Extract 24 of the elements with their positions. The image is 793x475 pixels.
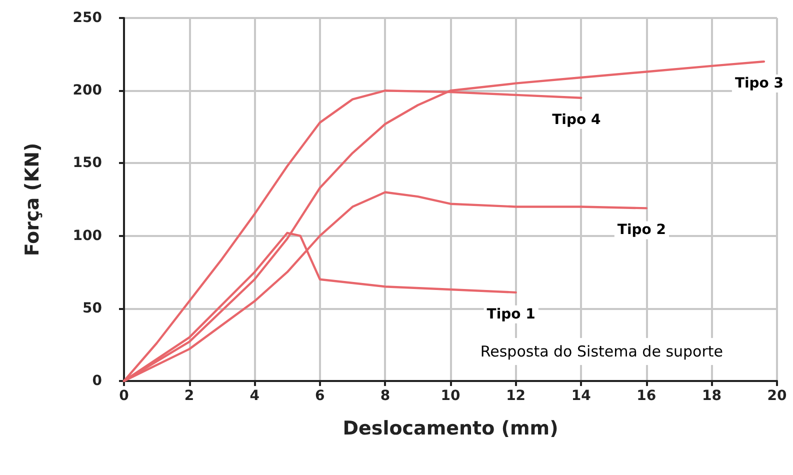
x-axis-title: Deslocamento (mm) [342, 418, 558, 440]
x-tick-label: 8 [380, 388, 390, 404]
x-tick-label: 4 [250, 388, 260, 404]
series-label: Tipo 1 [486, 306, 536, 322]
x-tick-label: 6 [315, 388, 325, 404]
y-tick-label: 50 [82, 300, 102, 316]
x-tick-label: 2 [184, 388, 194, 404]
series-label: Tipo 2 [617, 222, 666, 238]
x-tick-label: 12 [506, 388, 526, 404]
y-tick-label: 150 [72, 155, 102, 172]
x-tick-label: 18 [702, 388, 722, 404]
y-tick-label: 250 [72, 10, 102, 26]
y-axis-title: Força (KN) [22, 142, 44, 256]
x-tick-label: 10 [440, 388, 460, 404]
x-tick-label: 20 [767, 388, 787, 404]
y-tick-label: 100 [72, 228, 102, 244]
x-tick-label: 14 [571, 388, 592, 404]
series-label: Tipo 3 [734, 76, 784, 92]
annotation: Resposta do Sistema de suporte [480, 342, 724, 360]
x-tick-label: 16 [636, 388, 656, 404]
series-label: Tipo 4 [552, 112, 601, 128]
y-tick-label: 0 [92, 373, 102, 389]
x-tick-label: 0 [119, 388, 130, 404]
y-tick-label: 200 [72, 82, 102, 99]
